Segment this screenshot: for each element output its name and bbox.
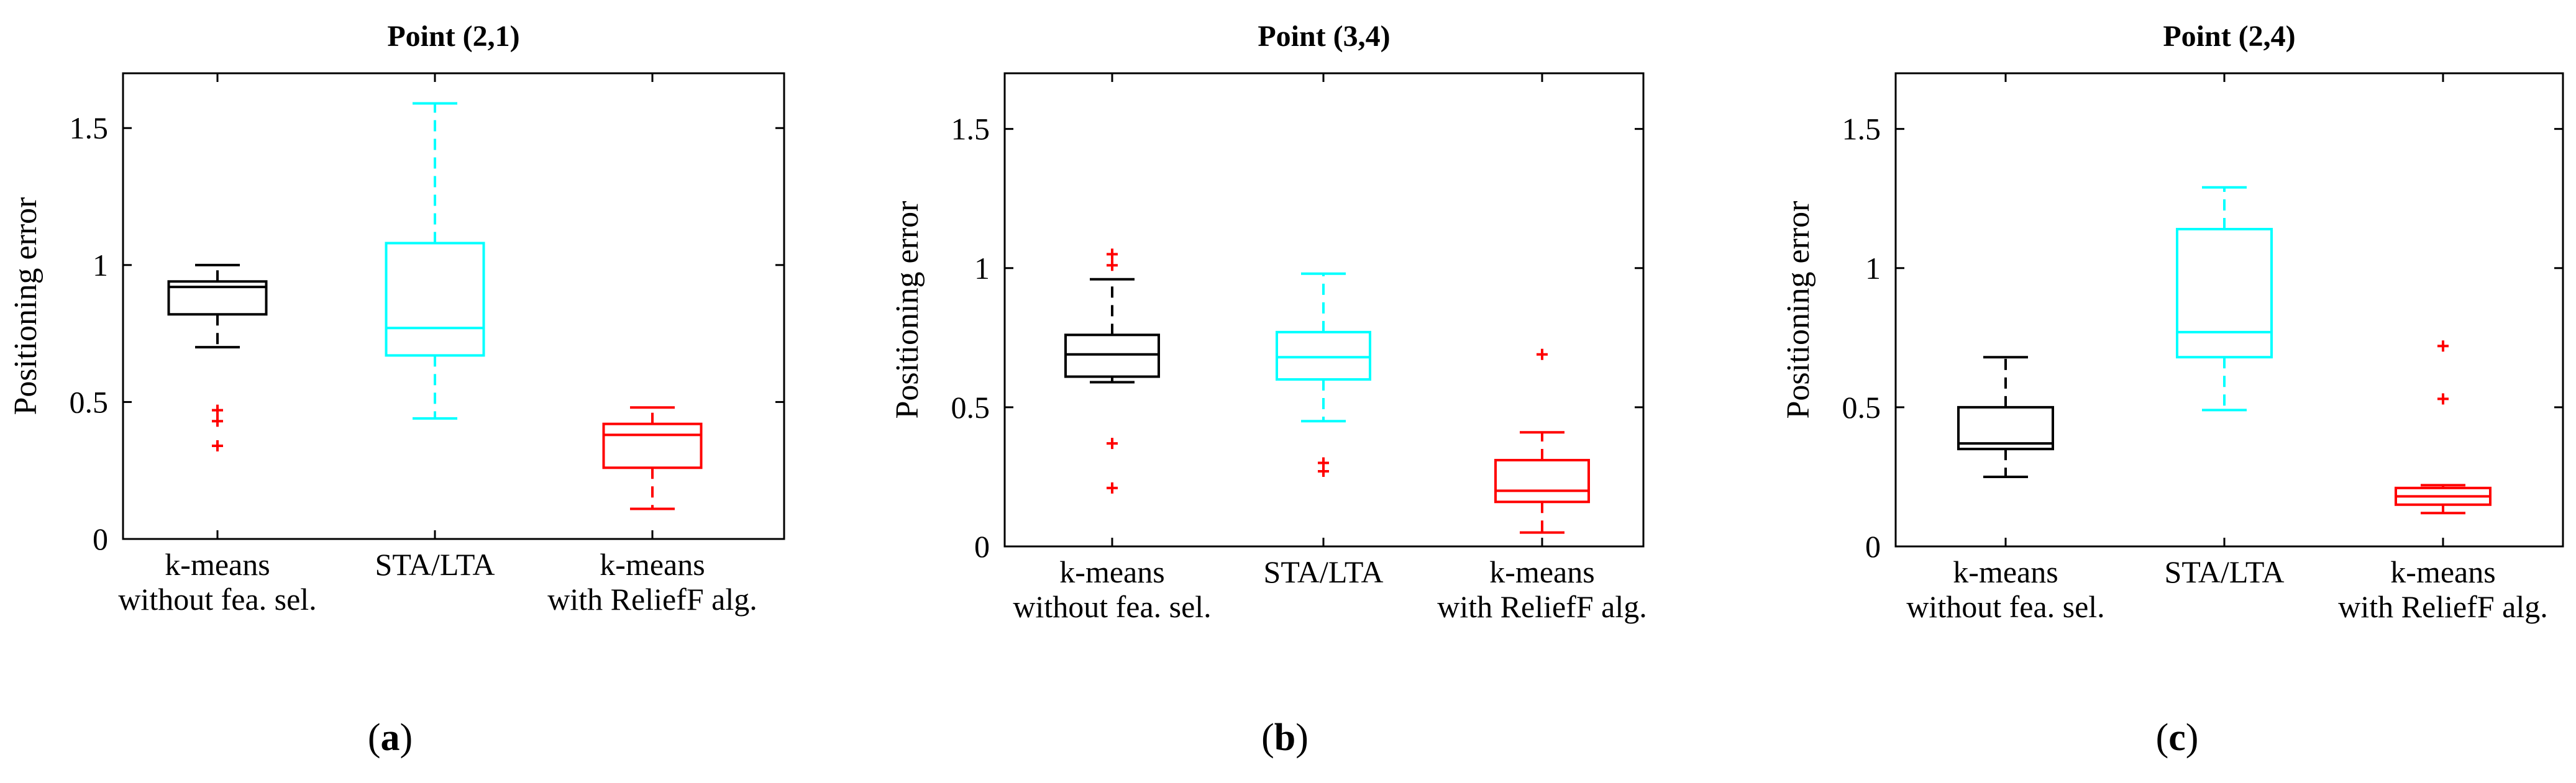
box-iqr [385, 242, 485, 357]
box-2 [1276, 272, 1371, 477]
category-label: without fea. sel. [1906, 589, 2104, 624]
box-1 [1957, 356, 2054, 478]
y-axis-label: Positioning error [1781, 201, 1816, 419]
chart-title: Point (2,1) [387, 20, 519, 53]
category-label: STA/LTA [375, 547, 495, 582]
axes-frame [122, 72, 785, 540]
category-label: with ReliefF alg. [2338, 589, 2547, 624]
y-tick-label: 0 [974, 529, 990, 564]
outlier-point [212, 440, 223, 451]
box-1 [1064, 248, 1160, 494]
box-iqr [2176, 228, 2273, 359]
category-label: with ReliefF alg. [1437, 589, 1647, 624]
chart-panel-3: Point (2,4) 0 0.5 1 1.5 Positioning error k-me… [1781, 20, 2564, 624]
axes-frame [1894, 72, 2564, 548]
box-3 [1494, 348, 1590, 534]
category-label: without fea. sel. [118, 582, 316, 617]
outlier-point [1537, 348, 1548, 360]
box-iqr [602, 422, 703, 469]
category-label: k-means [1489, 554, 1594, 589]
y-tick-label: 1.5 [951, 112, 990, 147]
category-label: STA/LTA [2165, 554, 2285, 589]
chart-title: Point (2,4) [2163, 20, 2295, 53]
outlier-point [1107, 248, 1118, 260]
category-label: k-means [1059, 554, 1164, 589]
box-iqr [1276, 330, 1371, 381]
y-tick-label: 1.5 [1842, 112, 1881, 147]
chart-panel-2: Point (3,4) 0 0.5 1 1.5 Positioning error k-me… [890, 20, 1647, 624]
outlier-point [1107, 260, 1118, 271]
panel-label: (b) [1261, 717, 1309, 759]
y-tick-label: 1 [974, 251, 990, 286]
category-label: k-means [165, 547, 270, 582]
panel-label: (c) [2156, 717, 2199, 759]
y-tick-label: 1 [1865, 251, 1881, 286]
box-2 [2176, 186, 2273, 412]
outlier-point [1318, 465, 1329, 477]
box-iqr [167, 280, 268, 316]
box-iqr [1064, 333, 1160, 378]
category-label: k-means [2390, 554, 2495, 589]
y-axis-label: Positioning error [8, 197, 43, 415]
category-label: with ReliefF alg. [547, 582, 757, 617]
y-tick-label: 1 [93, 248, 108, 283]
category-label: k-means [1953, 554, 2058, 589]
chart-panel-1: Point (2,1) 0 0.5 1 1.5 Positioning error k-me… [8, 20, 785, 617]
box-iqr [1957, 405, 2054, 451]
outlier-point [212, 415, 223, 427]
y-axis-label: Positioning error [890, 201, 925, 419]
outlier-point [2437, 393, 2449, 405]
y-tick-label: 0.5 [951, 390, 990, 425]
category-label: k-means [600, 547, 705, 582]
outlier-point [1107, 438, 1118, 450]
y-tick-label: 1.5 [70, 111, 109, 145]
outlier-point [2437, 340, 2449, 352]
box-iqr [1494, 459, 1590, 504]
box-2 [385, 102, 485, 420]
chart-title: Point (3,4) [1258, 20, 1390, 53]
box-3 [2395, 340, 2492, 515]
category-label: STA/LTA [1264, 554, 1384, 589]
y-tick-label: 0 [1865, 529, 1881, 564]
outlier-point [212, 404, 223, 416]
box-3 [602, 406, 703, 510]
category-label: without fea. sel. [1013, 589, 1211, 624]
y-tick-label: 0.5 [70, 384, 109, 419]
box-1 [167, 263, 268, 451]
panel-label: (a) [368, 717, 413, 759]
outlier-point [1107, 482, 1118, 494]
y-tick-label: 0 [93, 522, 108, 556]
y-tick-label: 0.5 [1842, 390, 1881, 425]
